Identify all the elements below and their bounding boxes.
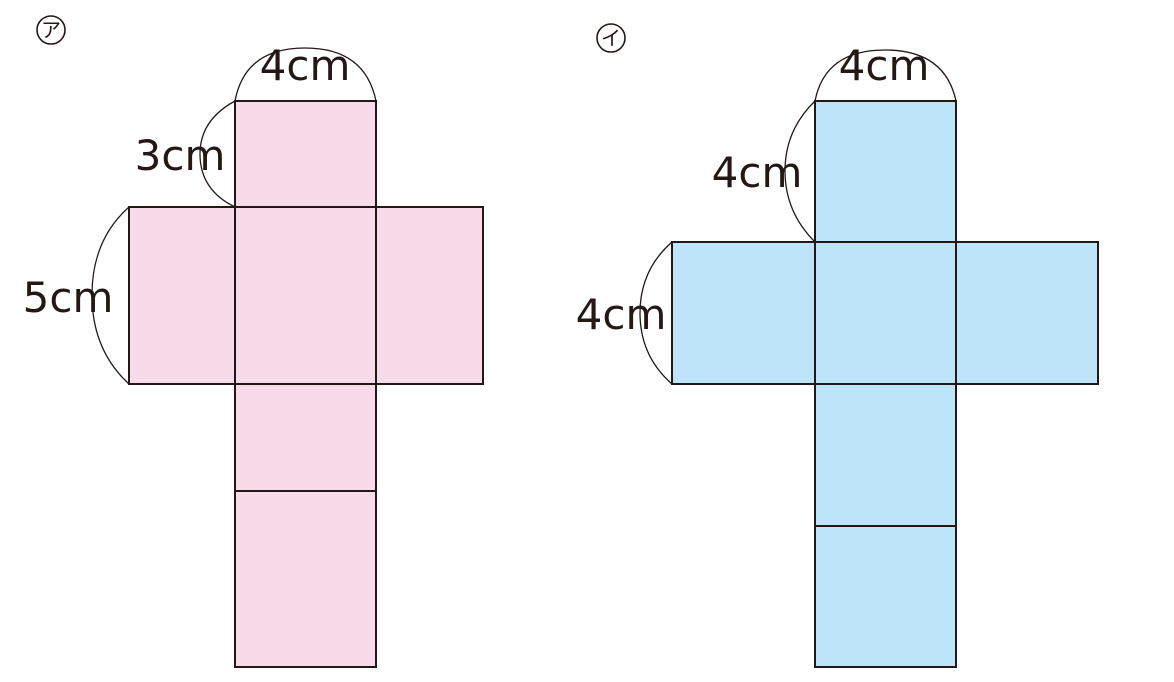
net-a-face-left [129,207,235,384]
net-b-top-height-label: 4cm [712,148,803,197]
net-b-marker: イ [597,24,625,52]
net-b-marker-label: イ [601,26,621,50]
net-a-top-height-label: 3cm [135,131,226,180]
net-b: イ 4cm 4cm 4cm [576,24,1098,667]
net-a-face-center [235,207,376,384]
net-a: ア 4cm 3cm 5cm [23,16,483,667]
net-b-face-bottom [815,384,956,526]
net-a-face-right [376,207,483,384]
net-b-face-right [956,242,1098,384]
net-a-marker-label: ア [41,18,61,42]
net-a-face-top [235,101,376,207]
net-b-face-left [672,242,815,384]
net-b-width-label: 4cm [839,41,930,90]
net-a-face-bottom [235,384,376,491]
net-a-side-height-label: 5cm [23,273,114,322]
net-b-face-back [815,526,956,667]
net-b-side-height-label: 4cm [576,290,667,339]
net-b-face-center [815,242,956,384]
net-a-width-label: 4cm [260,41,351,90]
net-a-marker: ア [37,16,65,44]
net-a-face-back [235,491,376,667]
net-b-face-top [815,101,956,242]
